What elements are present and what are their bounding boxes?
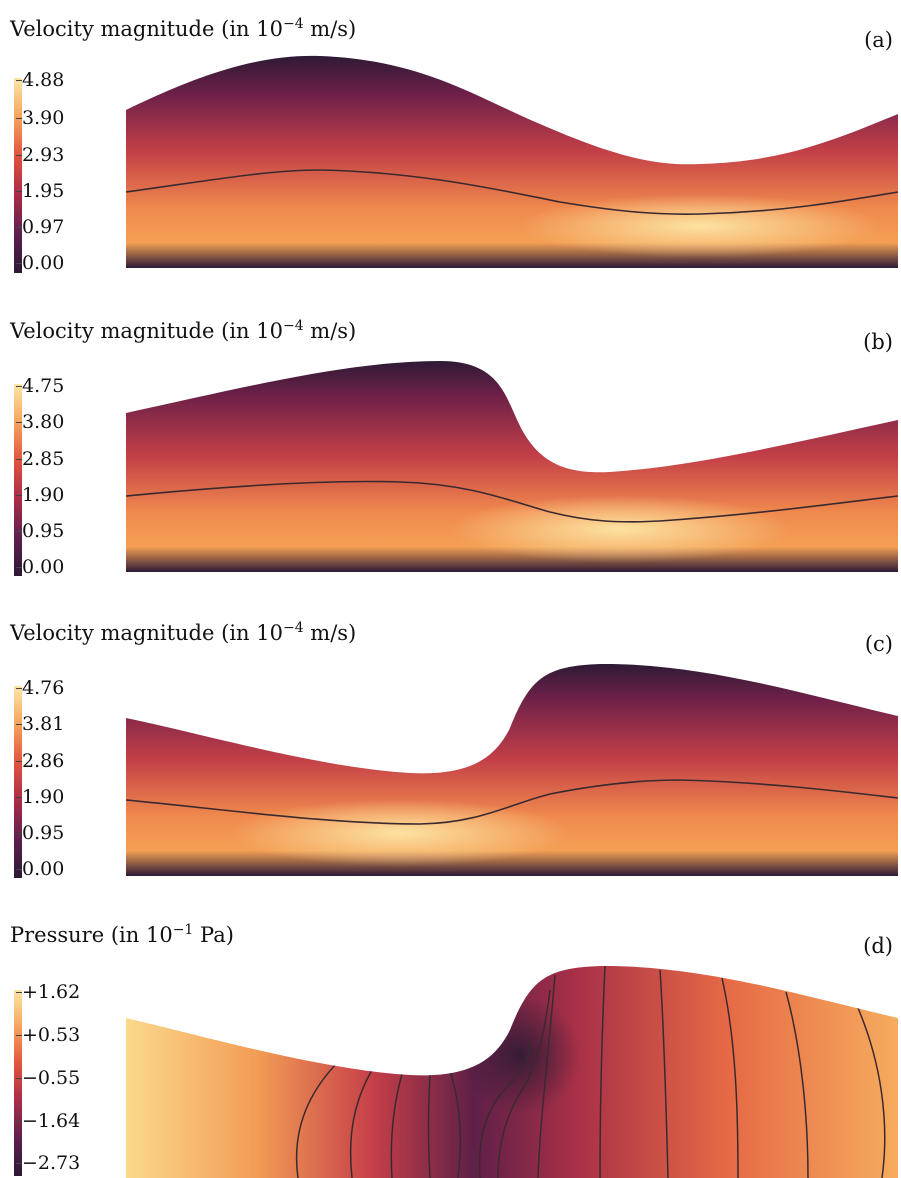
unit-exponent: −4 (282, 620, 304, 636)
colorbar-tick: 2.86 (15, 750, 65, 772)
colorbar-tick: 0.95 (15, 822, 65, 844)
colorbar (14, 686, 22, 878)
panel-label: (d) (863, 934, 893, 958)
velocity-field-plot (125, 361, 899, 572)
panel-title: Velocity magnitude (in 10−4 m/s) (10, 620, 356, 645)
panel-a: Velocity magnitude (in 10−4 m/s) (a) 4.8… (0, 14, 901, 276)
colorbar-tick: 3.80 (15, 411, 65, 433)
colorbar-tick: 0.97 (15, 216, 65, 238)
contour-line (478, 1039, 531, 1178)
contour-line (349, 1069, 373, 1178)
velocity-field-plot (125, 55, 899, 268)
unit-suffix: m/s) (303, 621, 357, 645)
contour-line (449, 1069, 462, 1178)
panel-title: Velocity magnitude (in 10−4 m/s) (10, 318, 356, 343)
colorbar-tick: 3.90 (15, 107, 65, 129)
contour-line (785, 991, 809, 1178)
unit-prefix: (in 10 (221, 319, 283, 343)
low-pressure-core (460, 995, 580, 1115)
panel-title: Velocity magnitude (in 10−4 m/s) (10, 16, 356, 41)
panel-title: Pressure (in 10−1 Pa) (10, 922, 234, 947)
colorbar-tick: −1.64 (15, 1110, 81, 1132)
unit-suffix: Pa) (193, 923, 234, 947)
colorbar-tick: +0.53 (15, 1024, 81, 1046)
colorbar-tick: 0.00 (15, 556, 65, 578)
unit-exponent: −1 (172, 922, 194, 938)
unit-suffix: m/s) (303, 319, 357, 343)
colorbar-tick: 0.95 (15, 520, 65, 542)
colorbar-tick: 2.93 (15, 144, 65, 166)
title-text: Pressure (10, 923, 105, 947)
title-text: Velocity magnitude (10, 319, 215, 343)
contour-line (427, 1073, 431, 1178)
colorbar-tick: 0.00 (15, 252, 65, 274)
colorbar-tick: 4.88 (15, 69, 65, 91)
contour-line (599, 965, 606, 1178)
colorbar-tick: 0.00 (15, 858, 65, 880)
unit-prefix: (in 10 (110, 923, 173, 947)
unit-prefix: (in 10 (221, 17, 283, 41)
contour-line (390, 1073, 403, 1178)
contour-line (497, 989, 551, 1178)
colorbar-tick: 4.76 (15, 677, 65, 699)
colorbar (14, 78, 22, 273)
velocity-hotspot (520, 194, 880, 258)
pressure-field-plot (126, 965, 898, 1178)
panel-label: (c) (864, 632, 893, 656)
unit-exponent: −4 (282, 16, 304, 32)
unit-prefix: (in 10 (221, 621, 283, 645)
colorbar (14, 990, 22, 1176)
colorbar-tick: 3.81 (15, 713, 65, 735)
colorbar-tick: +1.62 (15, 981, 81, 1003)
panel-b: Velocity magnitude (in 10−4 m/s) (b) 4.7… (0, 316, 901, 578)
panel-label: (a) (864, 28, 893, 52)
colorbar-tick: 1.95 (15, 180, 65, 202)
colorbar-tick: −2.73 (15, 1152, 81, 1174)
title-text: Velocity magnitude (10, 621, 215, 645)
contour-line (721, 977, 739, 1178)
velocity-field-plot (125, 663, 899, 876)
colorbar-tick: 4.75 (15, 375, 65, 397)
panel-c: Velocity magnitude (in 10−4 m/s) (c) 4.7… (0, 618, 901, 880)
contour-line (857, 1007, 886, 1178)
velocity-hotspot (230, 799, 570, 867)
unit-suffix: m/s) (303, 17, 357, 41)
colorbar-tick: 1.90 (15, 786, 65, 808)
centerline-streamline (125, 169, 899, 215)
centerline-streamline (125, 480, 899, 523)
colorbar (14, 384, 22, 576)
contour-line (295, 1059, 341, 1178)
colorbar-tick: 1.90 (15, 484, 65, 506)
centerline-streamline (125, 779, 899, 825)
panel-label: (b) (863, 330, 893, 354)
panel-d: Pressure (in 10−1 Pa) (d) +1.62 +0.53 −0… (0, 920, 901, 1178)
colorbar-tick: −0.55 (15, 1067, 81, 1089)
colorbar-tick: 2.85 (15, 448, 65, 470)
velocity-hotspot (450, 495, 790, 563)
contour-line (659, 969, 669, 1178)
contour-line (537, 974, 556, 1178)
title-text: Velocity magnitude (10, 17, 215, 41)
unit-exponent: −4 (282, 318, 304, 334)
